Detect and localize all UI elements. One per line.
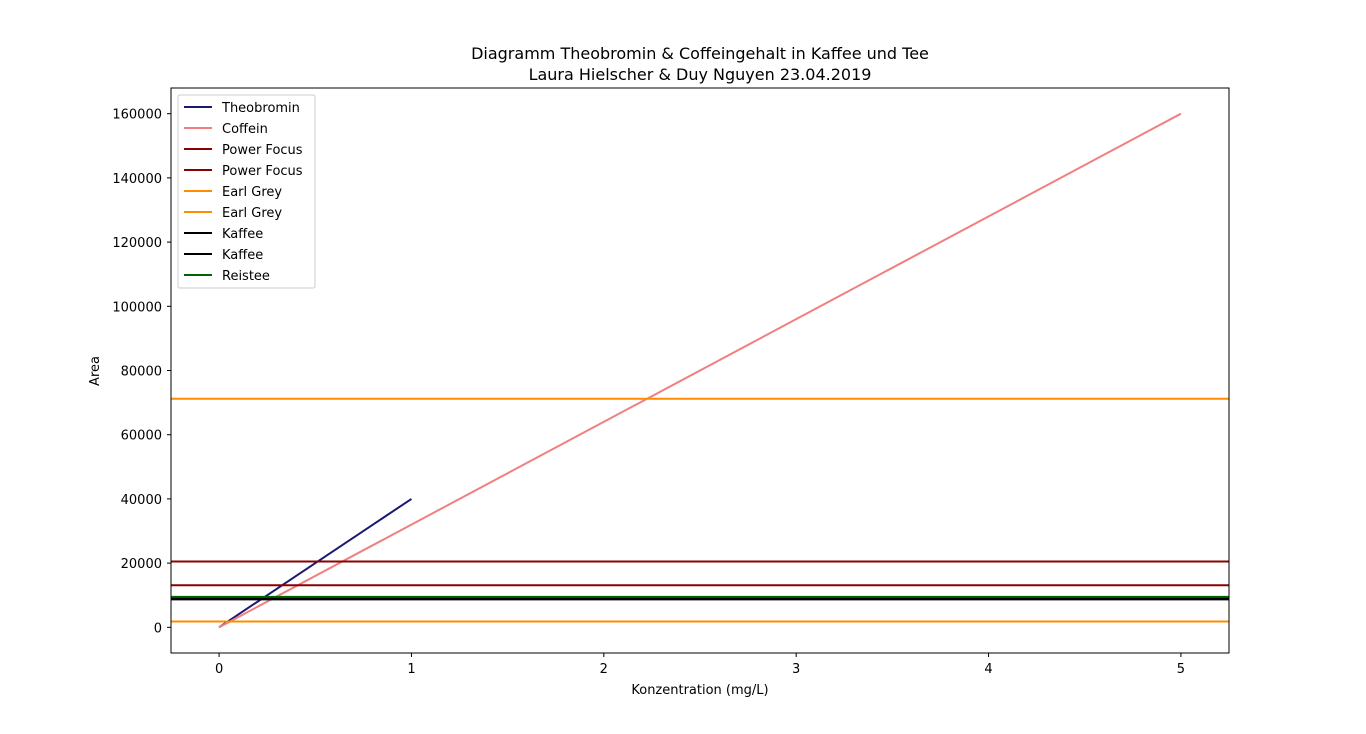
x-tick-label: 0	[215, 662, 223, 677]
legend: Theobromin Coffein Power Focus Power Focus E…	[177, 94, 316, 289]
legend-label: Kaffee	[222, 227, 263, 242]
y-tick-label: 120000	[112, 236, 162, 251]
legend-label: Theobromin	[221, 101, 300, 116]
legend-label: Power Focus	[222, 164, 303, 179]
x-tick-label: 3	[792, 662, 800, 677]
y-axis-label: Area	[88, 356, 103, 386]
x-tick-label: 2	[600, 662, 608, 677]
y-tick-label: 20000	[121, 557, 162, 572]
y-tick-label: 0	[154, 621, 162, 636]
series-line-theobromin-0	[218, 498, 413, 629]
y-tick-label: 140000	[112, 172, 162, 187]
y-tick-label: 60000	[121, 429, 162, 444]
legend-label: Reistee	[222, 269, 270, 284]
legend-label: Earl Grey	[222, 185, 282, 200]
y-tick-label: 160000	[112, 108, 162, 123]
x-tick-label: 1	[407, 662, 415, 677]
x-tick-label: 4	[984, 662, 992, 677]
series-line-coffein-1	[218, 112, 1182, 629]
x-axis-ticks: 0 1 2 3 4 5	[215, 653, 1185, 677]
x-tick-label: 5	[1177, 662, 1185, 677]
plot-frame	[170, 87, 1230, 654]
y-tick-label: 80000	[121, 365, 162, 380]
y-tick-label: 40000	[121, 493, 162, 508]
x-axis-label: Konzentration (mg/L)	[631, 683, 768, 698]
legend-box	[177, 94, 316, 289]
plot-lines	[171, 112, 1229, 629]
legend-label: Coffein	[222, 122, 268, 137]
legend-label: Power Focus	[222, 143, 303, 158]
legend-label: Kaffee	[222, 248, 263, 263]
legend-label: Earl Grey	[222, 206, 282, 221]
chart-title-line2: Laura Hielscher & Duy Nguyen 23.04.2019	[529, 65, 872, 84]
y-tick-label: 100000	[112, 300, 162, 315]
y-axis-ticks: 0 20000 40000 60000 80000 100000 120000 140000 1…	[112, 108, 171, 636]
chart-title-line1: Diagramm Theobromin & Coffeingehalt in K…	[471, 44, 929, 63]
